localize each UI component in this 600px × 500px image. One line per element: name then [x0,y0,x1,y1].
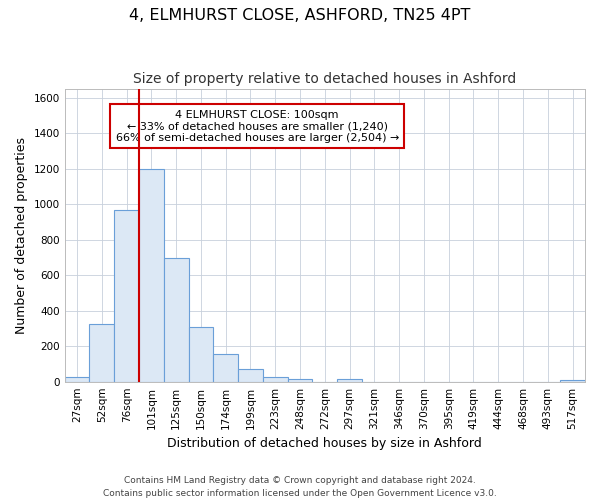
Bar [65,377,89,382]
Bar [287,379,313,382]
Bar [337,379,362,382]
Text: Contains HM Land Registry data © Crown copyright and database right 2024.
Contai: Contains HM Land Registry data © Crown c… [103,476,497,498]
Bar [164,258,188,382]
Text: 4, ELMHURST CLOSE, ASHFORD, TN25 4PT: 4, ELMHURST CLOSE, ASHFORD, TN25 4PT [130,8,470,22]
X-axis label: Distribution of detached houses by size in Ashford: Distribution of detached houses by size … [167,437,482,450]
Bar [114,210,139,382]
Y-axis label: Number of detached properties: Number of detached properties [15,137,28,334]
Bar [238,370,263,382]
Bar [263,376,287,382]
Text: 4 ELMHURST CLOSE: 100sqm
← 33% of detached houses are smaller (1,240)
66% of sem: 4 ELMHURST CLOSE: 100sqm ← 33% of detach… [116,110,399,142]
Bar [560,380,585,382]
Title: Size of property relative to detached houses in Ashford: Size of property relative to detached ho… [133,72,517,86]
Bar [214,354,238,382]
Bar [139,169,164,382]
Bar [89,324,114,382]
Bar [188,326,214,382]
